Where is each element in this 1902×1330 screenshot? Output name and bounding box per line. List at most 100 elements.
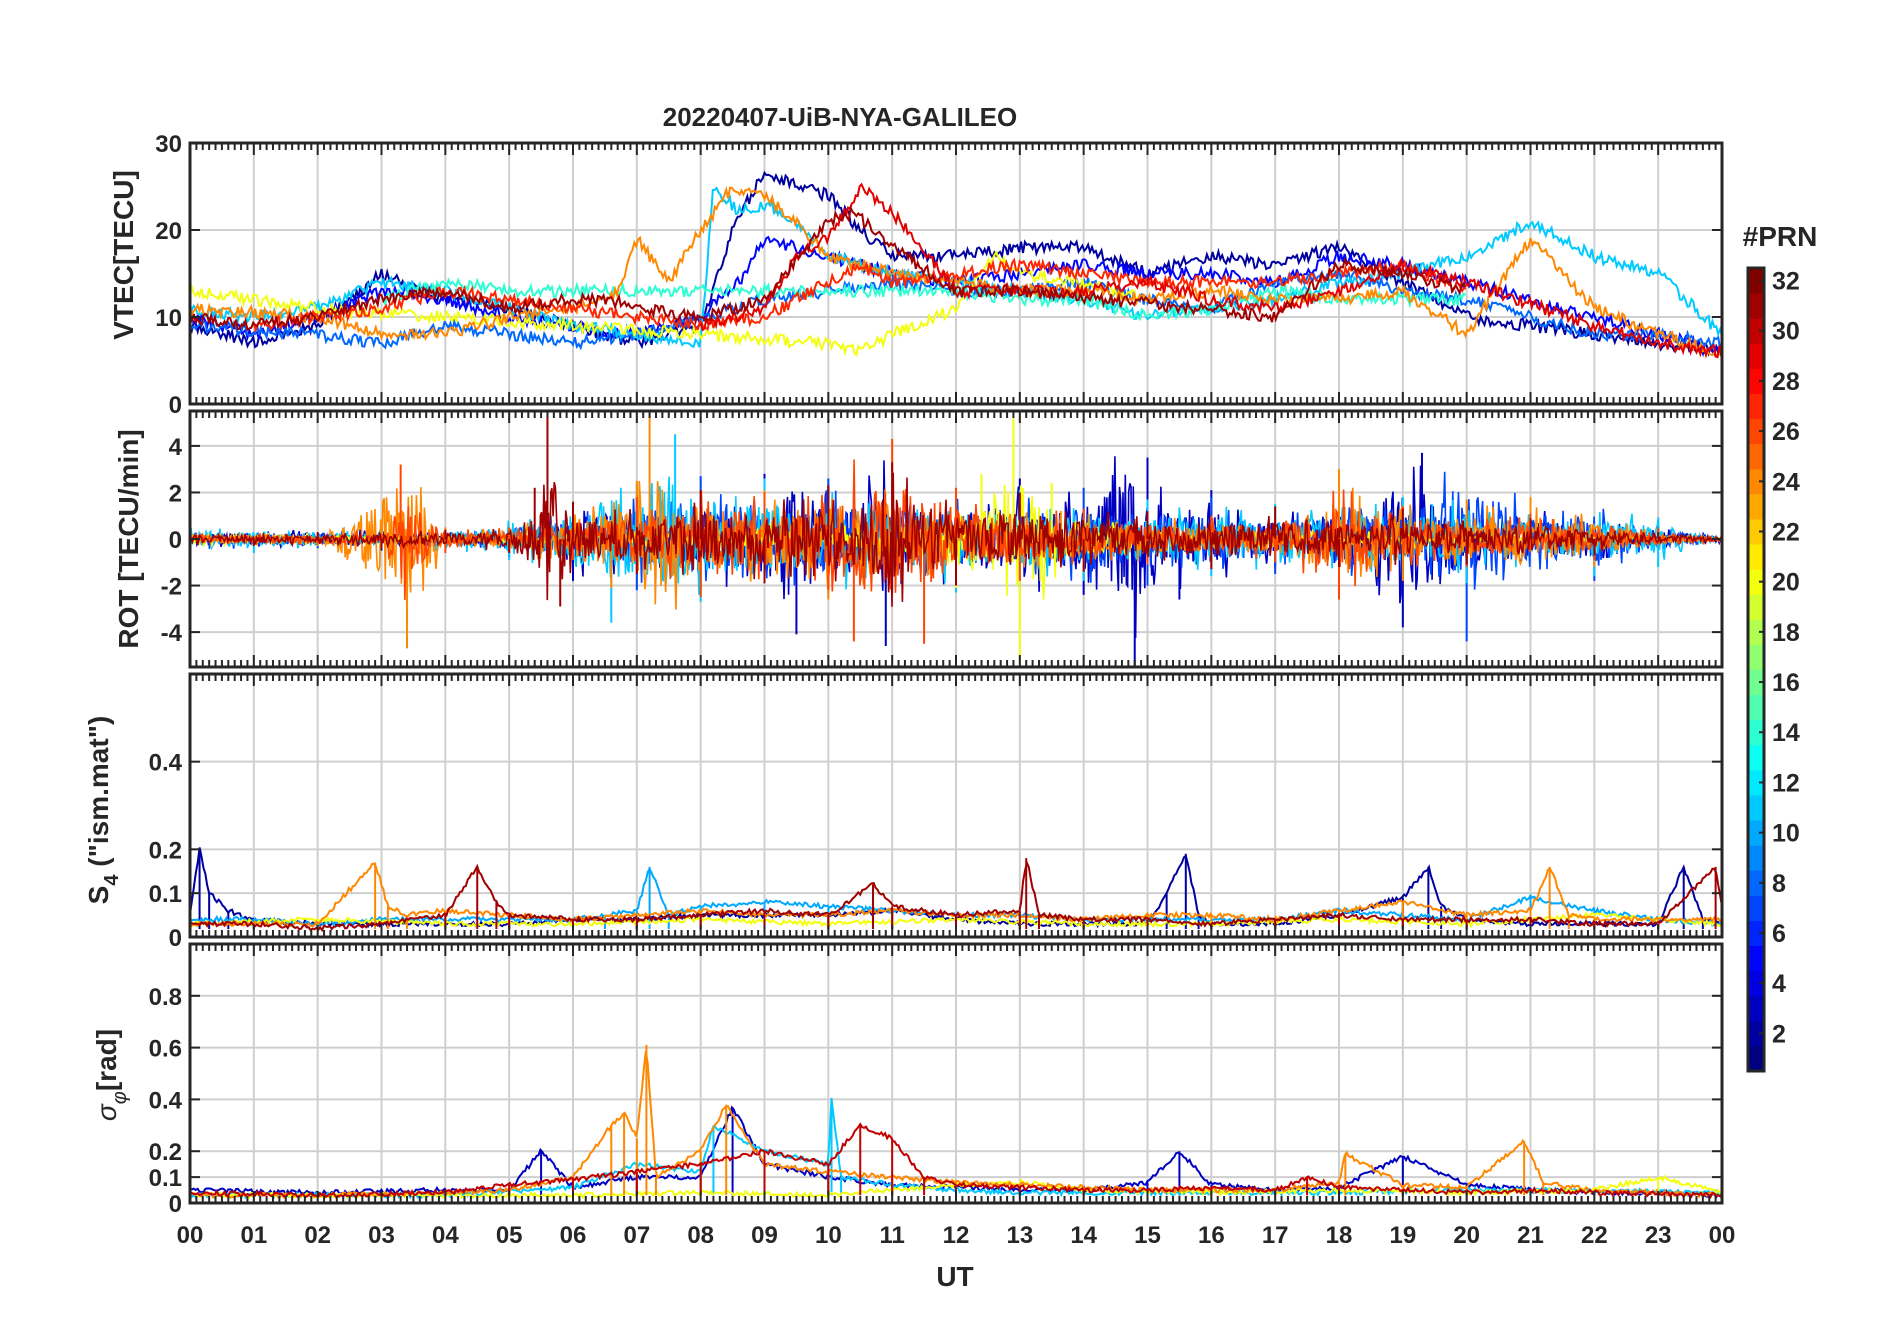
rot-y-tick-label: 2: [169, 480, 182, 507]
colorbar-tick-label: 14: [1772, 719, 1800, 747]
s4-plot-area: 0 0.1 0.2 0.4: [149, 672, 1724, 952]
vtec-y-tick-label: 10: [155, 305, 182, 332]
x-tick-label: 10: [815, 1222, 842, 1249]
sigma-phi-y-tick-label: 0.2: [149, 1139, 182, 1166]
vtec-y-tick-label: 30: [155, 131, 182, 158]
colorbar-swatch: [1748, 544, 1764, 570]
colorbar-tick-label: 18: [1772, 619, 1800, 647]
rot-y-axis-label: ROT [TECU/min]: [113, 429, 144, 648]
sigma-phi-y-axis-label: σφ[rad]: [91, 1029, 131, 1121]
x-tick-label: 03: [368, 1222, 395, 1249]
colorbar-tick-label: 28: [1772, 368, 1800, 396]
vtec-plot-area: 0 10 20 30: [155, 131, 1724, 419]
x-tick-label: 01: [240, 1222, 267, 1249]
colorbar-tick-label: 4: [1772, 970, 1786, 998]
panel-rot: ROT [TECU/min] -4 -2 0 2 4: [113, 409, 1724, 669]
colorbar-swatch: [1748, 468, 1764, 495]
x-tick-label: 17: [1262, 1222, 1289, 1249]
colorbar-swatch: [1748, 769, 1764, 796]
x-tick-label: 19: [1389, 1222, 1416, 1249]
rot-y-tick-label: -2: [161, 574, 182, 601]
s4-y-axis-label: S4 ("ism.mat"): [83, 716, 123, 905]
colorbar-swatch: [1748, 569, 1764, 595]
x-tick-label: 07: [623, 1222, 650, 1249]
rot-plot-area: -4 -2 0 2 4: [161, 409, 1724, 669]
x-axis-label: UT: [936, 1261, 973, 1292]
x-tick-label: 05: [496, 1222, 523, 1249]
x-tick-label: 00: [1709, 1222, 1736, 1249]
x-tick-label: 23: [1645, 1222, 1672, 1249]
vtec-y-axis-label: VTEC[TECU]: [108, 170, 139, 340]
colorbar-swatch: [1748, 619, 1764, 645]
x-tick-label: 21: [1517, 1222, 1544, 1249]
x-tick-label: 12: [943, 1222, 970, 1249]
colorbar-swatch: [1748, 820, 1764, 846]
colorbar-swatch: [1748, 794, 1764, 821]
colorbar-swatch: [1748, 1020, 1764, 1047]
colorbar-swatch: [1748, 920, 1764, 947]
colorbar-tick-label: 32: [1772, 268, 1800, 296]
panel-vtec: VTEC[TECU] 0 10 20 30: [108, 131, 1724, 419]
colorbar-swatch: [1748, 293, 1764, 319]
colorbar-swatch: [1748, 845, 1764, 871]
colorbar-tick-label: 16: [1772, 669, 1800, 697]
colorbar-tick-label: 6: [1772, 920, 1786, 948]
colorbar-swatch: [1748, 895, 1764, 921]
colorbar-swatch: [1748, 518, 1764, 545]
sigma-phi-y-tick-label: 0.1: [149, 1165, 182, 1192]
x-tick-label: 22: [1581, 1222, 1608, 1249]
colorbar-swatch: [1748, 268, 1764, 294]
x-tick-labels: 00 01 02 03 04 05 06 07 08 09 10 11 12 13 14 15 16 17 18 19…: [177, 1222, 1736, 1249]
colorbar-tick-label: 26: [1772, 418, 1800, 446]
vtec-y-tick-label: 0: [169, 392, 182, 419]
vtec-y-tick-label: 20: [155, 218, 182, 245]
colorbar-swatch: [1748, 870, 1764, 896]
sigma-phi-plot-area: 00.10.2 0.4 0.6 0.8: [149, 942, 1724, 1218]
x-tick-label: 04: [432, 1222, 459, 1249]
colorbar-swatch: [1748, 343, 1764, 369]
sigma-phi-y-tick-label: 0: [169, 1191, 182, 1218]
colorbar-swatch: [1748, 594, 1764, 620]
colorbar-tick-label: 2: [1772, 1020, 1786, 1048]
colorbar-swatch: [1748, 318, 1764, 344]
vtec-series-prn-29: [699, 182, 1722, 359]
chart-title: 20220407-UiB-NYA-GALILEO: [663, 102, 1018, 132]
colorbar-swatch: [1748, 393, 1764, 420]
colorbar-tick-label: 20: [1772, 569, 1800, 597]
colorbar-tick-label: 22: [1772, 518, 1800, 546]
x-tick-label: 09: [751, 1222, 778, 1249]
colorbar-swatch: [1748, 493, 1764, 520]
x-tick-label: 18: [1326, 1222, 1353, 1249]
x-tick-label: 11: [879, 1222, 904, 1249]
s4-y-tick-label: 0.4: [149, 750, 183, 777]
x-tick-label: 13: [1006, 1222, 1033, 1249]
colorbar-swatch: [1748, 719, 1764, 746]
colorbar-swatch: [1748, 418, 1764, 445]
colorbar-swatch: [1748, 669, 1764, 696]
panel-s4: S4 ("ism.mat") 0 0.1 0.2 0.4: [83, 672, 1724, 952]
vtec-series-prn-24: [190, 185, 1722, 357]
colorbar-tick-label: 10: [1772, 820, 1800, 848]
colorbar-swatch: [1748, 368, 1764, 394]
colorbar-swatch: [1748, 694, 1764, 721]
x-tick-label: 08: [687, 1222, 714, 1249]
rot-y-tick-label: 0: [169, 527, 182, 554]
vtec-series-prn-31: [190, 204, 1467, 332]
s4-y-tick-label: 0: [169, 925, 182, 952]
colorbar-tick-label: 24: [1772, 468, 1800, 496]
colorbar-label: #PRN: [1743, 221, 1818, 252]
x-tick-label: 00: [177, 1222, 204, 1249]
x-tick-label: 14: [1070, 1222, 1097, 1249]
x-tick-label: 16: [1198, 1222, 1225, 1249]
sigma-phi-y-tick-label: 0.8: [149, 984, 182, 1011]
colorbar-swatch: [1748, 644, 1764, 670]
rot-y-tick-label: -4: [161, 620, 183, 647]
colorbar-swatch: [1748, 945, 1764, 972]
vtec-series-prn-14: [380, 277, 1466, 322]
sigma-phi-y-tick-label: 0.4: [149, 1087, 183, 1114]
colorbar-swatch: [1748, 995, 1764, 1022]
colorbar-swatch: [1748, 1045, 1764, 1072]
